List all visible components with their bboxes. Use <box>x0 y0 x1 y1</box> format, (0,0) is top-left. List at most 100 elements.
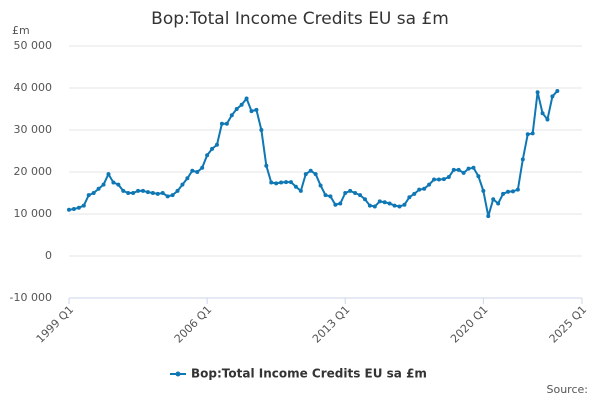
data-point <box>545 117 550 122</box>
data-point <box>328 194 333 199</box>
x-tick-label: 2020 Q1 <box>448 303 491 346</box>
data-point <box>293 184 298 189</box>
data-point <box>466 166 471 171</box>
data-point <box>165 194 170 199</box>
data-point <box>224 121 229 126</box>
x-tick-label: 2006 Q1 <box>172 303 215 346</box>
data-point <box>471 165 476 170</box>
data-point <box>397 204 402 209</box>
data-point <box>441 177 446 182</box>
data-point <box>274 181 279 186</box>
data-point <box>200 165 205 170</box>
data-point <box>348 188 353 193</box>
data-point <box>407 195 412 200</box>
data-point <box>333 202 338 207</box>
data-point <box>67 207 71 212</box>
data-point <box>308 168 313 173</box>
data-point <box>392 203 397 208</box>
x-tick-label: 2013 Q1 <box>310 303 353 346</box>
data-point <box>303 172 308 177</box>
data-point <box>427 182 432 187</box>
data-point <box>111 180 116 185</box>
data-point <box>501 191 506 196</box>
y-tick-label: 50 000 <box>14 39 53 52</box>
data-point <box>214 142 219 147</box>
data-point <box>446 175 451 180</box>
data-point <box>510 189 515 194</box>
y-axis-label: £m <box>12 24 30 37</box>
data-point <box>298 188 303 193</box>
data-point <box>422 186 427 191</box>
data-point <box>318 183 323 188</box>
data-point <box>254 107 259 112</box>
data-point <box>175 188 180 193</box>
data-point <box>269 180 274 185</box>
data-point <box>71 206 76 211</box>
data-point <box>481 188 486 193</box>
data-point <box>150 191 155 195</box>
data-point <box>377 199 382 204</box>
data-point <box>496 201 501 206</box>
data-point <box>367 203 372 208</box>
data-point <box>412 191 417 196</box>
data-point <box>387 201 392 206</box>
data-point <box>402 202 407 207</box>
data-point <box>353 191 358 195</box>
data-point <box>190 168 195 173</box>
data-point <box>244 96 249 101</box>
legend-marker <box>175 371 181 377</box>
data-point <box>486 214 491 219</box>
data-point <box>476 174 481 179</box>
data-point <box>358 193 363 198</box>
data-point <box>210 146 215 151</box>
data-point <box>555 88 560 93</box>
data-point <box>515 187 520 192</box>
y-tick-label: -10 000 <box>10 291 52 304</box>
source: Source: <box>547 383 589 396</box>
data-point <box>116 182 121 187</box>
y-tick-label: 30 000 <box>14 123 53 136</box>
legend-label: Bop:Total Income Credits EU sa £m <box>191 367 427 381</box>
data-point <box>491 197 496 202</box>
data-point <box>126 191 131 195</box>
data-point <box>451 167 456 172</box>
data-point <box>313 172 318 177</box>
data-point <box>362 197 367 202</box>
y-tick-label: 10 000 <box>14 207 53 220</box>
y-tick-label: 40 000 <box>14 81 53 94</box>
data-point <box>530 131 535 136</box>
data-point <box>382 200 387 205</box>
data-point <box>219 121 224 126</box>
data-point <box>76 205 81 210</box>
data-point <box>96 186 101 191</box>
data-point <box>264 163 269 168</box>
data-point <box>417 187 422 192</box>
data-point <box>461 170 466 175</box>
data-point <box>145 190 150 195</box>
data-point <box>284 180 289 185</box>
data-point <box>506 189 511 194</box>
data-point <box>195 170 200 174</box>
y-tick-label: 20 000 <box>14 165 53 178</box>
data-point <box>540 111 545 116</box>
data-point <box>535 90 540 95</box>
data-point <box>343 191 348 195</box>
data-point <box>121 188 126 193</box>
data-point <box>180 182 185 187</box>
data-point <box>155 191 160 196</box>
data-point <box>185 176 190 181</box>
data-point <box>86 193 91 198</box>
data-point <box>249 109 254 114</box>
data-point <box>550 94 555 99</box>
data-point <box>436 177 441 182</box>
data-point <box>140 188 145 193</box>
data-point <box>288 180 293 185</box>
x-tick-label: 2025 Q1 <box>547 303 590 346</box>
data-point <box>239 102 244 107</box>
data-point <box>81 203 86 208</box>
data-point <box>372 204 377 209</box>
series-line <box>68 90 559 217</box>
data-point <box>279 180 284 185</box>
data-point <box>205 153 210 158</box>
